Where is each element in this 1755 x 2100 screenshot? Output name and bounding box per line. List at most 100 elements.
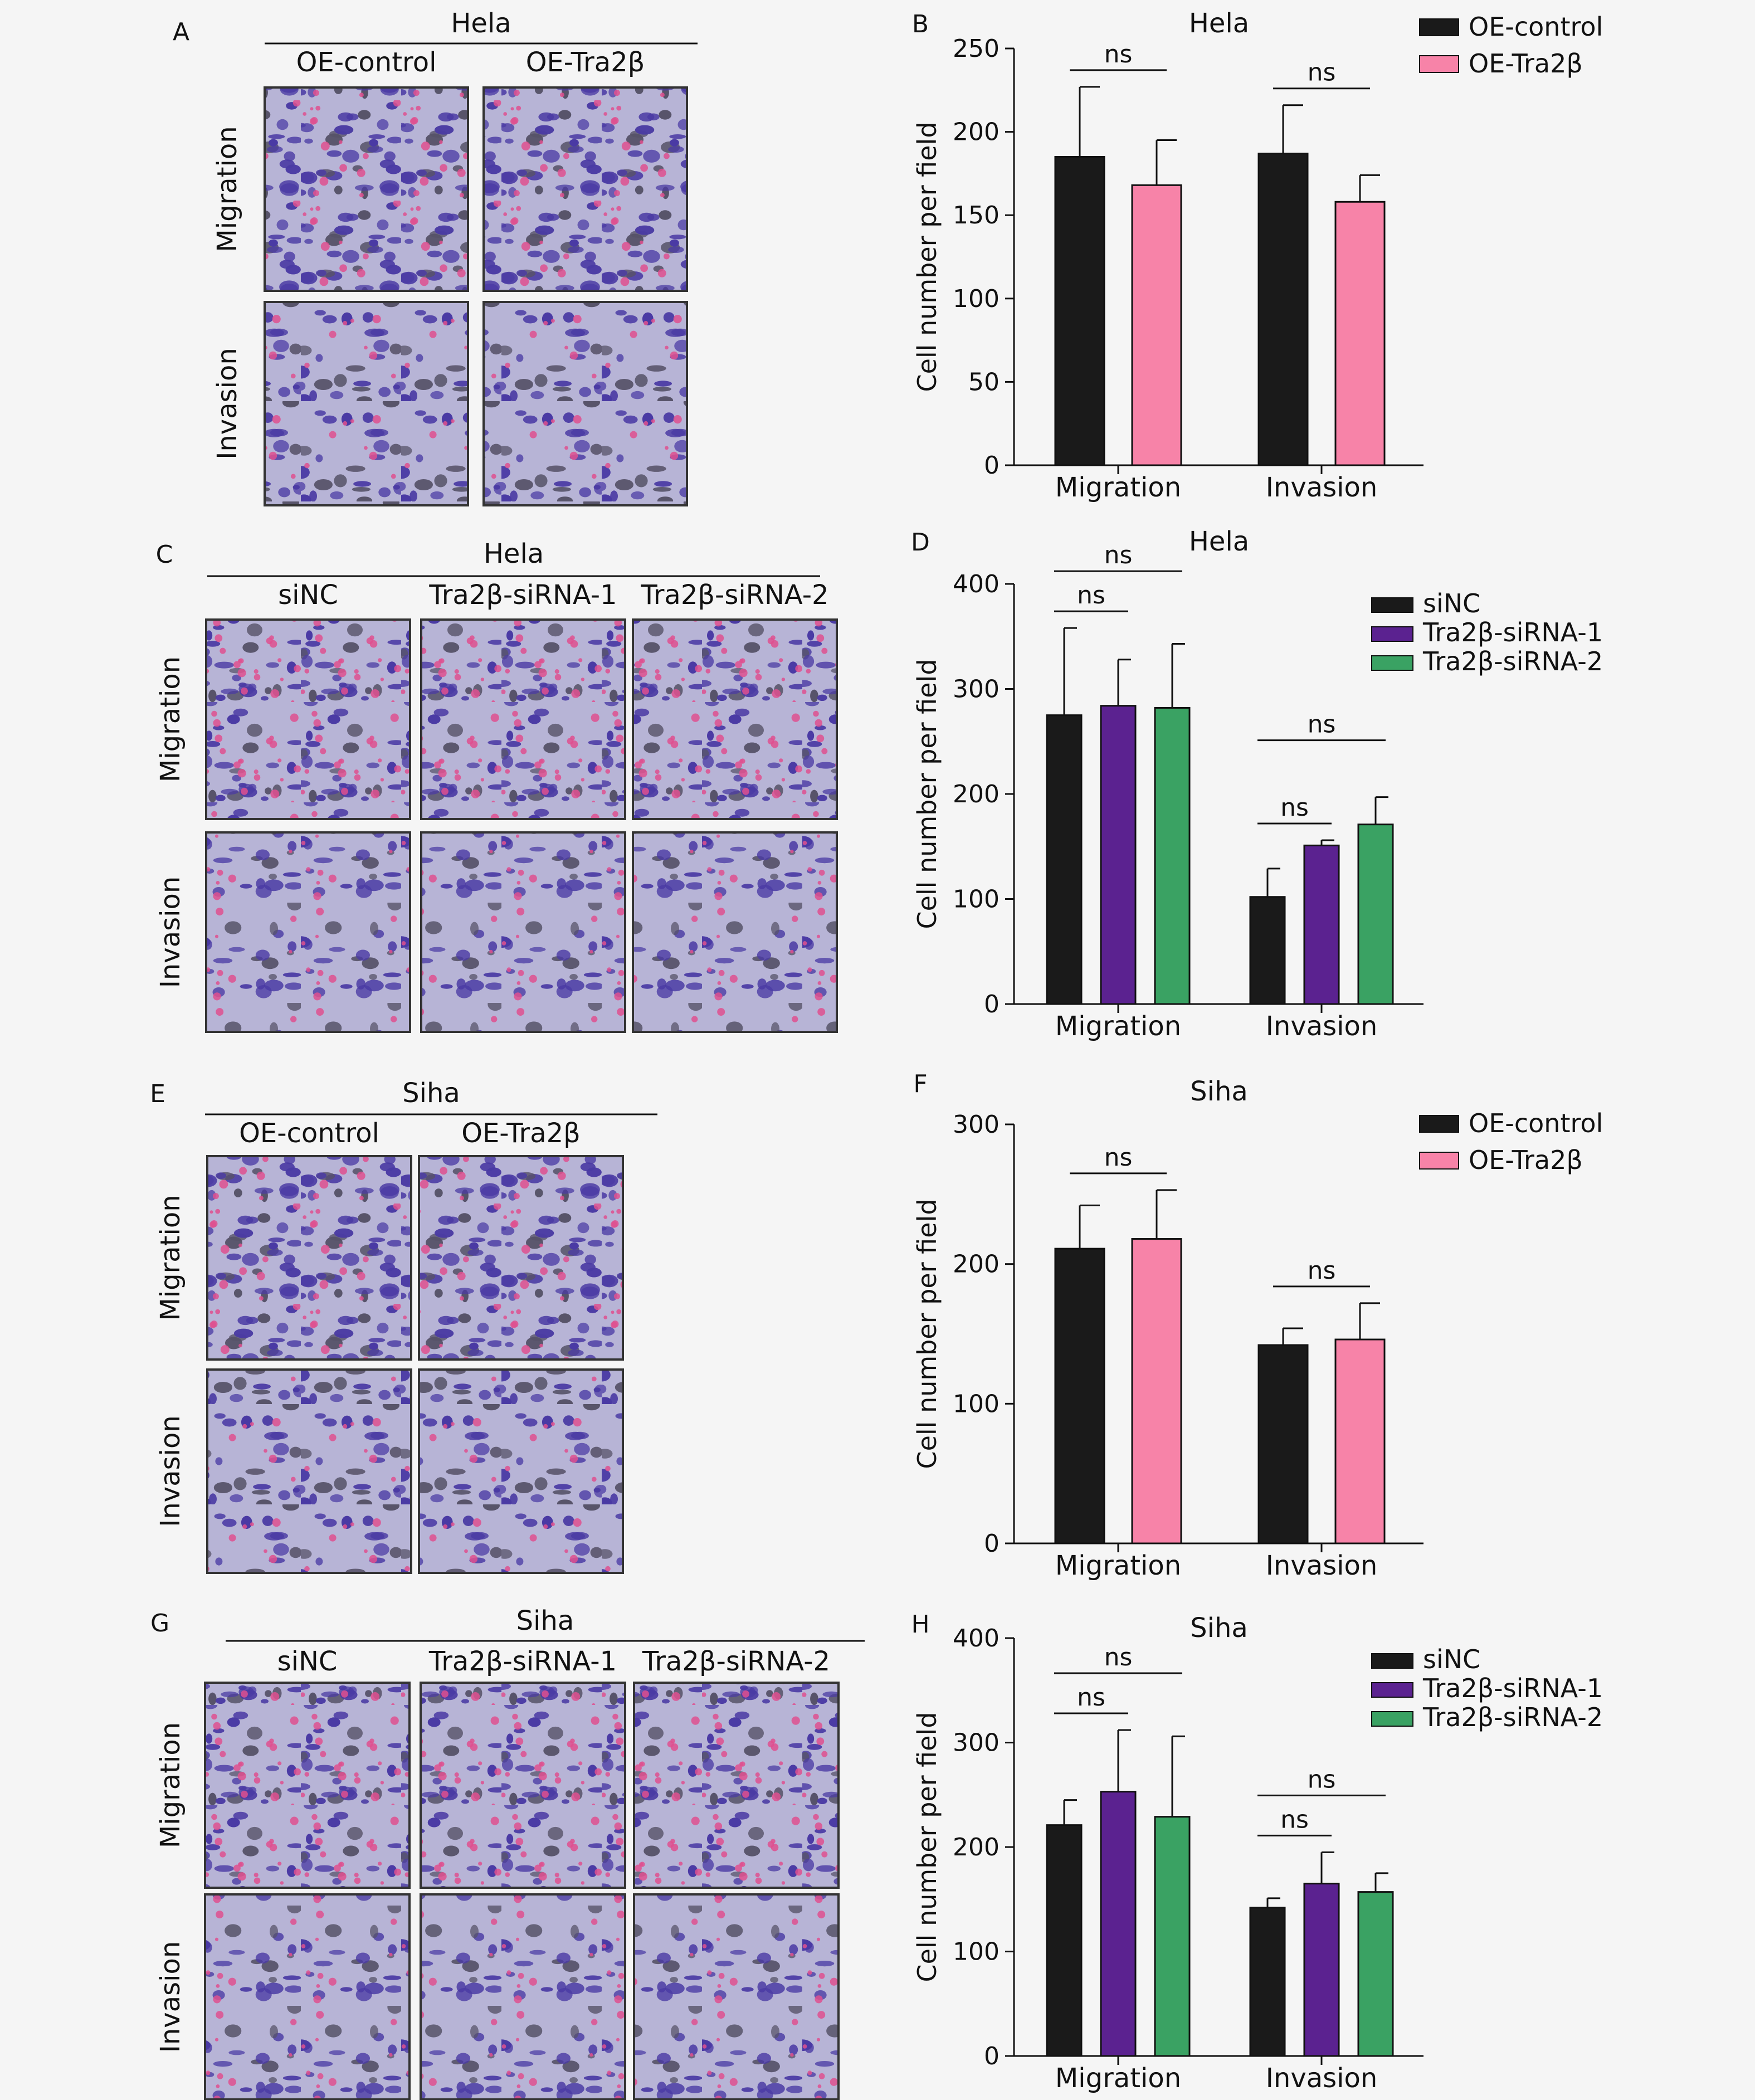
legend-swatch-sinc (1371, 597, 1413, 613)
y-tick-label: 100 (953, 1390, 1000, 1418)
significance-label: ns (1104, 40, 1133, 69)
micrograph-invasion-sinc (205, 831, 411, 1033)
y-tick-label: 0 (984, 2042, 1000, 2070)
significance-label: ns (1280, 793, 1309, 822)
micrograph-invasion-oe-tra2b (418, 1368, 624, 1574)
panel-letter: B (912, 10, 929, 38)
cell-line-title: Siha (402, 1078, 460, 1109)
significance-label: ns (1077, 581, 1105, 610)
row-header-migration: Migration (155, 1722, 186, 1848)
error-bar (1320, 839, 1334, 846)
error-bar (1079, 86, 1100, 157)
legend-swatch-oe-control (1419, 18, 1459, 36)
bar-chart-b: B Hela 0 50 100 150 200 250 Cell number per fiel… (912, 8, 1603, 503)
legend-swatch-tra2b-sirna-1 (1371, 626, 1413, 642)
photo-panel-e: E Siha OE-control OE-Tra2β Migration Invasion (150, 1078, 657, 1574)
error-bar (1266, 868, 1280, 897)
column-header-sinc: siNC (277, 1646, 338, 1677)
y-axis-label: Cell number per field (912, 1198, 942, 1469)
significance-label: ns (1104, 1643, 1133, 1672)
x-category-label-invasion: Invasion (1266, 2063, 1378, 2094)
y-tick-label: 50 (968, 368, 1000, 396)
micrograph-migration-tra2b-sirna-2 (633, 1682, 840, 1889)
micrograph-migration-sinc (204, 1682, 411, 1889)
chart-title: Hela (1189, 8, 1249, 39)
y-axis-label: Cell number per field (912, 659, 942, 929)
significance-label: ns (1308, 1256, 1336, 1285)
bar-oe-control-invasion (1257, 1344, 1309, 1544)
photo-panels: A Hela OE-control OE-Tra2β Migration Invasion… (150, 8, 865, 2100)
y-tick-label: 250 (953, 35, 1000, 63)
bar-oe-control-invasion (1257, 152, 1309, 466)
micrograph-migration-oe-tra2b (482, 86, 688, 292)
significance-label: ns (1280, 1805, 1309, 1834)
bar-sinc-migration (1046, 1824, 1083, 2057)
y-tick-label: 400 (953, 570, 1000, 598)
bar-tra2b-sirna-2-migration (1154, 707, 1191, 1005)
column-header-tra2b-sirna-2: Tra2β-siRNA-2 (642, 1646, 830, 1677)
row-header-invasion: Invasion (155, 1415, 186, 1527)
y-tick-label: 100 (953, 1938, 1000, 1966)
x-category-label-invasion: Invasion (1266, 1011, 1378, 1042)
row-header-migration: Migration (155, 1195, 186, 1321)
x-category-label-migration: Migration (1055, 1011, 1181, 1042)
error-bar (1359, 174, 1380, 202)
error-bar (1266, 1897, 1280, 1908)
legend-swatch-oe-control (1419, 1115, 1459, 1133)
legend-label-oe-tra2b: OE-Tra2β (1469, 1145, 1583, 1175)
legend-swatch-tra2b-sirna-2 (1371, 1711, 1413, 1727)
y-tick-label: 200 (953, 118, 1000, 147)
legend-label-sinc: siNC (1423, 588, 1480, 618)
bar-oe-control-migration (1054, 1248, 1105, 1544)
legend-label-tra2b-sirna-1: Tra2β-siRNA-1 (1422, 617, 1603, 647)
legend-swatch-tra2b-sirna-2 (1371, 655, 1413, 671)
bar-oe-tra2b-migration (1131, 184, 1182, 466)
significance-label: ns (1104, 1143, 1133, 1172)
error-bar (1156, 1189, 1177, 1239)
bar-sinc-invasion (1249, 896, 1286, 1005)
x-category-label-migration: Migration (1055, 1550, 1181, 1581)
cell-line-title: Siha (516, 1605, 574, 1636)
error-bar (1374, 796, 1388, 825)
photo-panel-c: C Hela siNC Tra2β-siRNA-1 Tra2β-siRNA-2 Migra… (155, 538, 838, 1033)
significance-label: ns (1308, 59, 1336, 87)
column-header-tra2b-sirna-1: Tra2β-siRNA-1 (428, 1646, 617, 1677)
y-tick-label: 0 (984, 451, 1000, 480)
bar-chart-h: H Siha 0 100 200 300 400 Cell number per field M… (911, 1610, 1603, 2094)
bar-oe-tra2b-invasion (1334, 201, 1386, 466)
significance-label: ns (1104, 541, 1133, 569)
panel-letter: F (913, 1070, 927, 1098)
significance-label: ns (1308, 1765, 1336, 1794)
micrograph-invasion-oe-tra2b (482, 301, 688, 506)
y-tick-label: 100 (953, 285, 1000, 313)
y-tick-label: 150 (953, 201, 1000, 230)
x-category-label-migration: Migration (1055, 2063, 1181, 2094)
bar-chart-d: D Hela 0 100 200 300 400 Cell number per field M… (911, 526, 1603, 1042)
error-bar (1374, 1872, 1388, 1892)
significance-label: ns (1308, 710, 1336, 739)
error-bar (1171, 1735, 1185, 1817)
y-tick-label: 100 (953, 885, 1000, 914)
micrograph-migration-sinc (205, 618, 411, 820)
panel-letter: E (150, 1080, 165, 1108)
bar-tra2b-sirna-1-invasion (1303, 844, 1340, 1005)
panel-letter: D (911, 528, 930, 557)
bar-tra2b-sirna-1-migration (1100, 1791, 1137, 2057)
bar-tra2b-sirna-1-invasion (1303, 1883, 1340, 2057)
error-bar (1156, 139, 1177, 186)
bar-sinc-invasion (1249, 1907, 1286, 2057)
bar-tra2b-sirna-2-invasion (1357, 1891, 1394, 2057)
chart-title: Siha (1190, 1076, 1248, 1107)
micrograph-migration-tra2b-sirna-1 (420, 1682, 626, 1889)
y-tick-label: 0 (984, 990, 1000, 1019)
error-bar (1117, 659, 1131, 706)
error-bar (1063, 627, 1077, 715)
x-category-label-invasion: Invasion (1266, 1550, 1378, 1581)
micrograph-invasion-tra2b-sirna-1 (420, 831, 626, 1033)
chart-title: Siha (1190, 1612, 1248, 1644)
column-header-tra2b-sirna-1: Tra2β-siRNA-1 (428, 579, 617, 611)
column-header-oe-tra2b: OE-Tra2β (461, 1118, 581, 1149)
panel-letter: H (911, 1610, 929, 1639)
bar-oe-control-migration (1054, 155, 1105, 466)
